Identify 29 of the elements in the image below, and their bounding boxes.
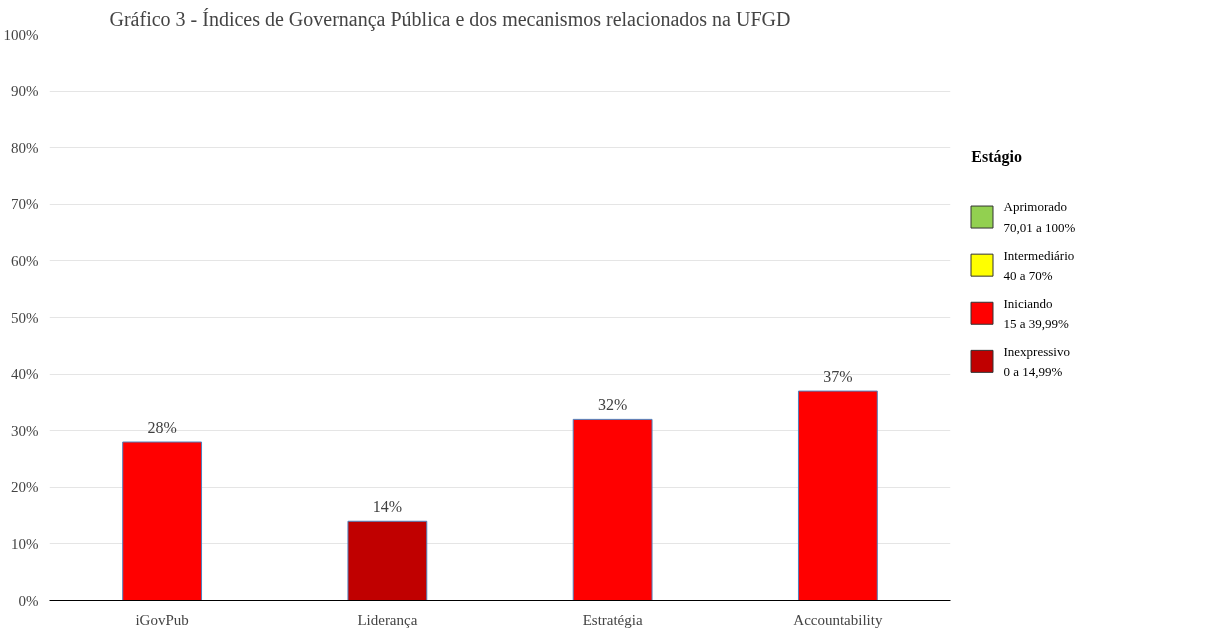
y-tick-label: 10%	[11, 535, 39, 552]
data-label: 28%	[147, 419, 177, 437]
legend-label: Iniciando 15 a 39,99%	[1003, 295, 1070, 331]
x-tick-label: Estratégia	[582, 611, 643, 628]
bar	[122, 441, 203, 601]
x-tick-label: Liderança	[357, 611, 418, 628]
y-tick-label: 100%	[3, 26, 39, 43]
y-tick-label: 60%	[11, 252, 39, 269]
bar	[347, 520, 428, 601]
y-tick-label: 80%	[11, 139, 39, 156]
x-tick-label: iGovPub	[135, 611, 189, 628]
y-tick-label: 20%	[11, 479, 39, 496]
legend-label: Intermediário 40 a 70%	[1003, 247, 1075, 283]
data-label: 37%	[823, 368, 853, 386]
y-tick-label: 30%	[11, 422, 39, 439]
y-tick-label: 0%	[18, 592, 39, 609]
chart-title: Gráfico 3 - Índices de Governança Pública e dos mecanismos relacionados na UFGD	[109, 7, 791, 31]
legend-title: Estágio	[971, 147, 1022, 166]
legend-label: Inexpressivo 0 a 14,99%	[1003, 343, 1070, 379]
y-tick-label: 50%	[11, 309, 39, 326]
x-tick-label: Accountability	[793, 611, 883, 628]
bar	[797, 390, 878, 601]
legend-label: Aprimorado 70,01 a 100%	[1003, 199, 1076, 235]
y-tick-label: 70%	[11, 196, 39, 213]
y-tick-label: 90%	[11, 83, 39, 100]
data-label: 14%	[372, 498, 403, 516]
bar	[572, 418, 653, 601]
data-label: 32%	[597, 396, 628, 414]
y-tick-label: 40%	[11, 366, 39, 383]
